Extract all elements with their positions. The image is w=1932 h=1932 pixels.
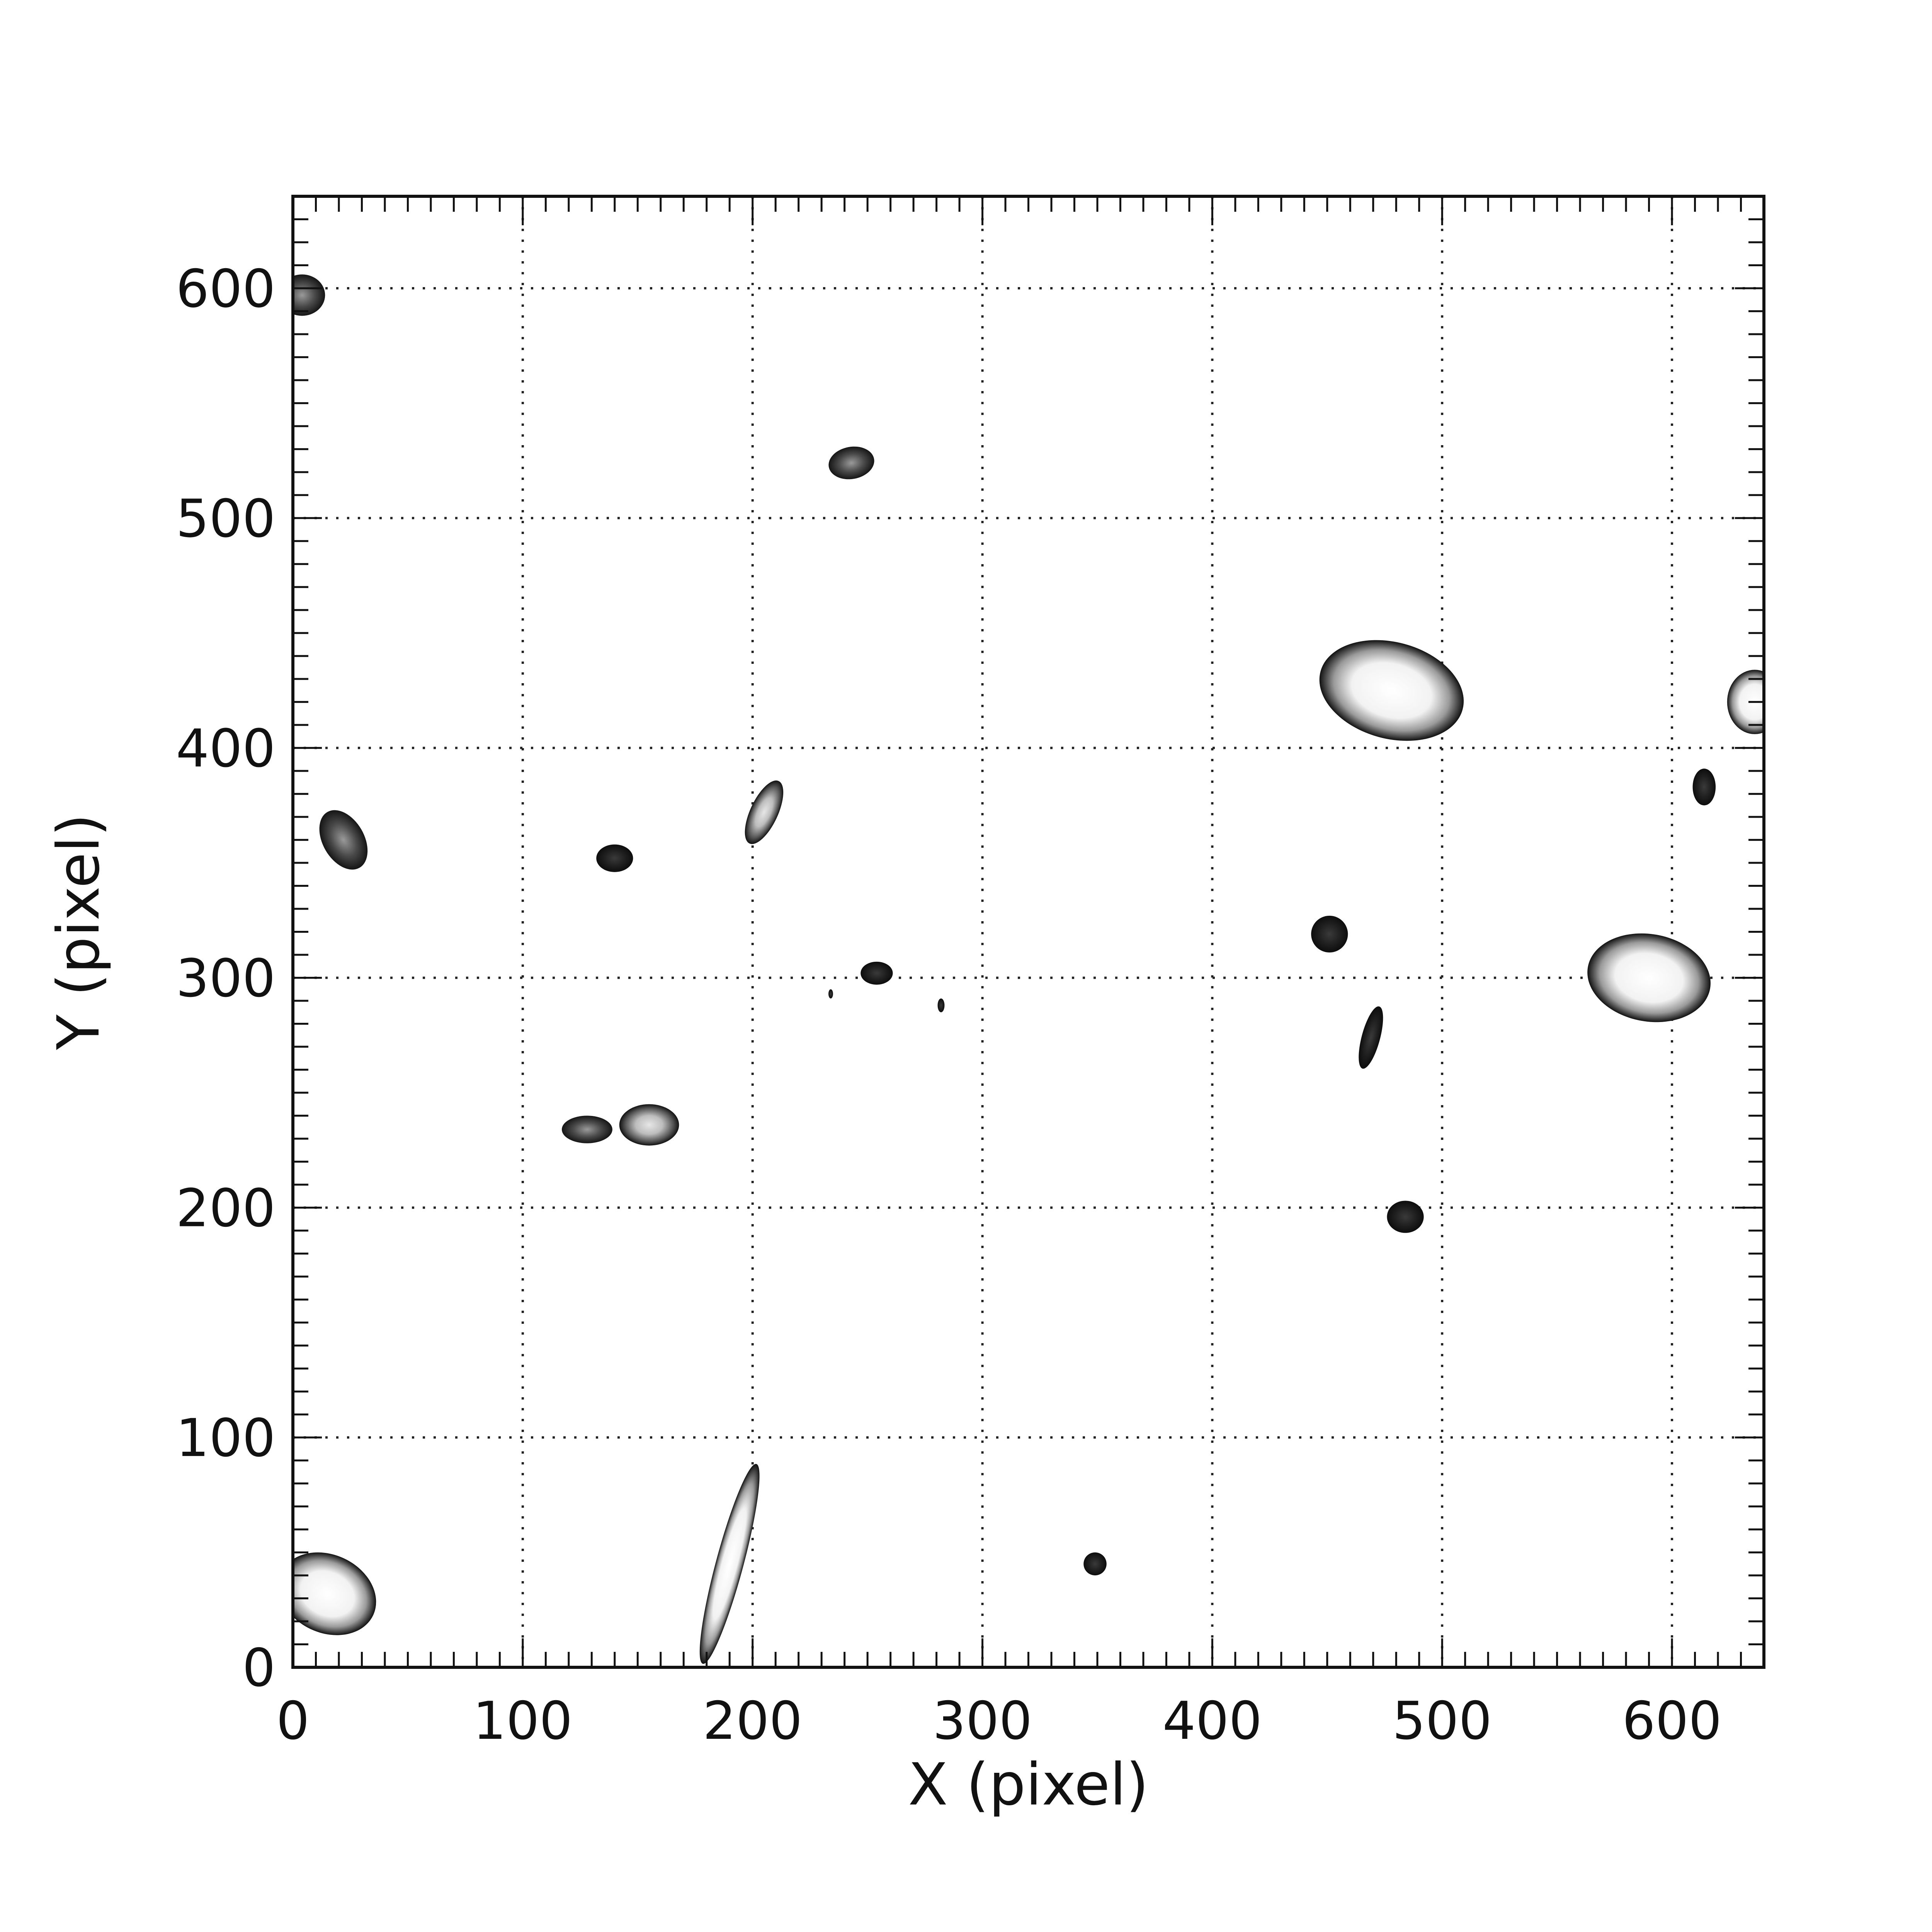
heatmap-blob [1692,769,1716,806]
x-tick-label: 200 [703,1690,803,1751]
heatmap-blobs [293,274,1764,1664]
heatmap-blob [1359,1006,1383,1069]
plot-frame [291,195,1765,1669]
heatmap-blob [619,1104,679,1146]
heatmap-blob [561,1116,612,1143]
heatmap-blob [861,961,893,985]
heatmap-blob [596,844,633,872]
heatmap-blob [1319,640,1464,741]
y-tick-label: 100 [176,1408,276,1468]
heatmap-blob [745,780,784,844]
heatmap-blob [293,1552,376,1635]
heatmap-blob [1083,1552,1107,1576]
x-tick-label: 500 [1392,1690,1492,1751]
heatmap-blob [1387,1201,1424,1233]
axis-ticks [292,195,1765,1668]
heatmap-blob [828,446,874,480]
y-tick-label: 300 [176,948,276,1009]
x-axis-label: X (pixel) [908,1751,1149,1818]
heatmap-blob [1727,670,1764,734]
x-tick-label: 300 [933,1690,1032,1751]
y-axis-label: Y (pixel) [45,814,112,1050]
y-tick-label: 200 [176,1178,276,1238]
y-tick-label: 400 [176,718,276,779]
heatmap-blob [319,810,368,870]
heatmap-blob [937,998,945,1012]
x-tick-label: 600 [1622,1690,1722,1751]
x-tick-label: 0 [276,1690,310,1751]
heatmap-blob [293,274,325,316]
y-tick-label: 500 [176,488,276,549]
tick-labels: 0 100 200 300 400 500 600 0 100 200 300 400 500 600 [176,259,1722,1751]
x-tick-label: 400 [1163,1690,1262,1751]
y-tick-label: 0 [242,1638,276,1698]
x-tick-label: 100 [473,1690,573,1751]
heatmap-blob [699,1464,760,1664]
heatmap-blob [1311,915,1348,953]
heatmap-blob [1587,933,1711,1022]
heatmap-blob [828,989,833,999]
y-tick-label: 600 [176,259,276,319]
grid-lines [293,196,1764,1667]
